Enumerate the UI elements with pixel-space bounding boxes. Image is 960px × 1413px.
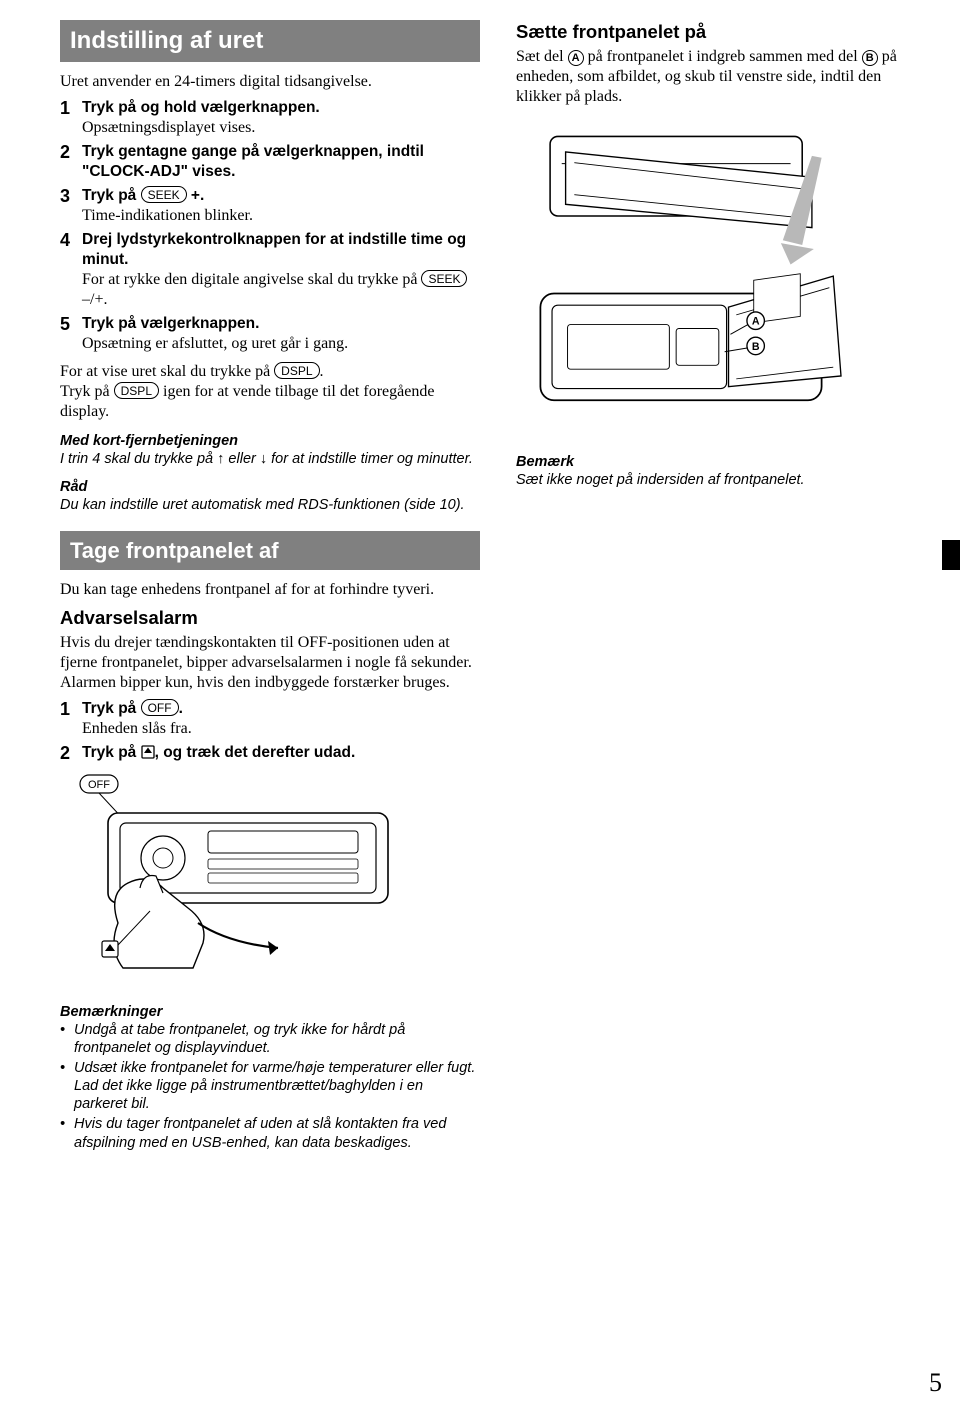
steps-list-clock: 1 Tryk på og hold vælgerknappen. Opsætni… [60,98,480,354]
dspl-button-label: DSPL [274,362,319,379]
heading-remove-frontpanel: Tage frontpanelet af [60,531,480,571]
up-arrow-icon: ↑ [217,451,224,467]
attach-note: Bemærk Sæt ikke noget på indersiden af f… [516,453,920,489]
page-number: 5 [929,1367,942,1400]
label-b: B [862,50,878,66]
step-sub: Opsætning er afsluttet, og uret går i ga… [82,335,348,352]
heading-clock-setting: Indstilling af uret [60,20,480,62]
step-main: Tryk på SEEK +. [82,187,204,204]
dspl-button-label: DSPL [114,382,159,399]
tip-note: Råd Du kan indstille uret automatisk med… [60,478,480,514]
remote-note-body: I trin 4 skal du trykke på ↑ eller ↓ for… [60,450,480,468]
step-main: Tryk på , og træk det derefter udad. [82,744,355,761]
illustration-attach-panel: A B [516,119,846,439]
release-icon [141,745,155,759]
step-number: 1 [60,699,82,739]
off-label-text: OFF [88,779,110,791]
step-sub: Opsætningsdisplayet vises. [82,119,255,136]
right-column: Sætte frontpanelet på Sæt del A på front… [516,20,920,1154]
illustration-remove-panel: OFF [78,773,408,973]
step-main: Drej lydstyrkekontrolknappen for at inds… [82,231,466,268]
step-number: 4 [60,230,82,310]
step-sub: For at rykke den digitale angivelse skal… [82,271,467,308]
label-a: A [568,50,584,66]
remove-intro: Du kan tage enhedens frontpanel af for a… [60,580,480,600]
steps-list-remove: 1 Tryk på OFF. Enheden slås fra. 2 Tryk … [60,699,480,765]
remote-note: Med kort-fjernbetjeningen I trin 4 skal … [60,432,480,468]
alarm-heading: Advarselsalarm [60,606,480,629]
step-number: 5 [60,314,82,354]
step-main: Tryk gentagne gange på vælgerknappen, in… [82,143,424,180]
step-number: 2 [60,142,82,182]
attach-body: Sæt del A på frontpanelet i indgreb samm… [516,47,920,107]
notes-list: •Undgå at tabe frontpanelet, og tryk ikk… [60,1021,480,1152]
alarm-body: Hvis du drejer tændingskontakten til OFF… [60,633,480,693]
down-arrow-icon: ↓ [260,451,267,467]
show-clock-text: For at vise uret skal du trykke på DSPL.… [60,362,480,422]
step-number: 2 [60,743,82,765]
left-column: Indstilling af uret Uret anvender en 24-… [60,20,480,1154]
step-sub: Time-indikationen blinker. [82,207,253,224]
attach-heading: Sætte frontpanelet på [516,20,920,43]
page-edge-tab [942,540,960,570]
step-number: 1 [60,98,82,138]
intro-text: Uret anvender en 24-timers digital tidsa… [60,72,480,92]
svg-text:A: A [752,316,760,328]
seek-button-label: SEEK [421,270,467,287]
step-number: 3 [60,186,82,226]
step-sub: Enheden slås fra. [82,720,192,737]
step-main: Tryk på og hold vælgerknappen. [82,99,320,116]
notes-block: Bemærkninger •Undgå at tabe frontpanelet… [60,1003,480,1152]
step-main: Tryk på vælgerknappen. [82,315,259,332]
svg-text:B: B [752,341,760,353]
step-main: Tryk på OFF. [82,700,183,717]
seek-button-label: SEEK [141,186,187,203]
off-button-label: OFF [141,699,179,716]
